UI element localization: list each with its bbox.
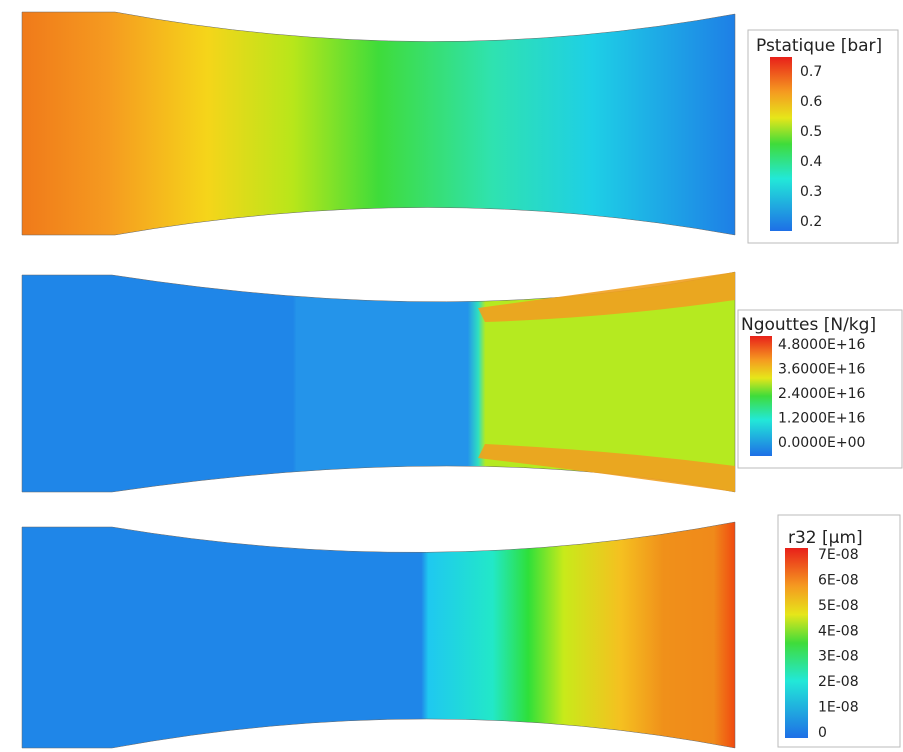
- contour-r32: [21, 521, 736, 749]
- legend-label: 0.5: [800, 124, 822, 140]
- legend-label: 0.0000E+00: [778, 435, 865, 451]
- colorbar: [770, 57, 792, 231]
- legend-label: 4E-08: [818, 623, 859, 639]
- legend-label: 4.8000E+16: [778, 337, 865, 353]
- contour-pressure: [21, 11, 736, 236]
- legend-label: 0.3: [800, 184, 822, 200]
- legend-title: Ngouttes [N/kg]: [741, 315, 876, 335]
- legend-label: 0: [818, 725, 827, 741]
- legend-title: Pstatique [bar]: [756, 36, 882, 56]
- colorbar: [750, 336, 772, 456]
- legend-label: 2E-08: [818, 674, 859, 690]
- legend-label: 6E-08: [818, 572, 859, 588]
- colorbar: [785, 548, 808, 738]
- legend-label: 2.4000E+16: [778, 386, 865, 402]
- legend-label: 0.4: [800, 154, 822, 170]
- band-high-top: [478, 272, 735, 322]
- legend-label: 0.6: [800, 94, 822, 110]
- legend-label: 7E-08: [818, 547, 859, 563]
- legend-label: 1E-08: [818, 700, 859, 716]
- legend-label: 0.2: [800, 214, 822, 230]
- legend-label: 1.2000E+16: [778, 411, 865, 427]
- legend-label: 3E-08: [818, 649, 859, 665]
- legend-label: 5E-08: [818, 598, 859, 614]
- legend-label: 3.6000E+16: [778, 362, 865, 378]
- legend-title: r32 [µm]: [788, 528, 863, 548]
- band-high-bottom: [478, 444, 735, 492]
- legend-label: 0.7: [800, 64, 822, 80]
